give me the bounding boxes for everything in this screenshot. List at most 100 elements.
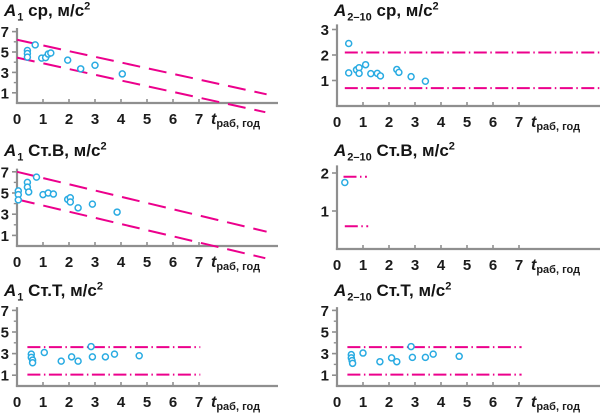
x-tick-label: 5 (143, 254, 151, 271)
x-tick-label: 0 (333, 394, 341, 411)
chart-title: A2–10 ср, м/с2 (334, 0, 439, 24)
x-axis-label: tраб, год (531, 394, 580, 413)
x-tick-label: 3 (91, 394, 99, 411)
data-point (421, 77, 430, 86)
x-tick-label: 3 (411, 394, 419, 411)
data-point (76, 65, 85, 73)
x-tick-label: 6 (489, 257, 497, 274)
x-tick-label: 2 (65, 254, 73, 271)
data-point (341, 178, 349, 187)
x-tick-label: 1 (359, 394, 367, 411)
limit-line (16, 56, 266, 114)
data-point (49, 190, 58, 198)
quantity-subscript: 1 (17, 291, 24, 304)
data-point (32, 173, 41, 181)
y-tick-label: 5 (321, 325, 329, 342)
data-point (74, 204, 82, 212)
units-superscript: 2 (432, 0, 439, 13)
y-tick-label: 5 (1, 45, 9, 62)
data-point (421, 353, 430, 362)
units-superscript: 2 (84, 0, 91, 13)
quantity-symbol: A (4, 281, 17, 300)
data-point (361, 60, 370, 69)
data-point (118, 70, 127, 78)
x-tick-label: 3 (411, 257, 419, 274)
x-tick-label: 4 (437, 114, 446, 131)
x-tick-label: 1 (359, 257, 367, 274)
data-point (40, 348, 49, 357)
quantity-subscript: 2–10 (347, 291, 372, 304)
x-tick-label: 7 (195, 111, 203, 128)
x-tick-label: 6 (169, 254, 177, 271)
data-point (88, 200, 97, 208)
chart-a1-stv: 0 1 2 3 4 5 6 7 1 3 5 7 tраб, год A1 Ст.В, м/с2 (0, 140, 300, 280)
data-point (91, 61, 99, 70)
x-tick-label: 1 (39, 394, 47, 411)
limit-line (16, 38, 267, 96)
x-tick-label: 4 (117, 394, 126, 411)
y-tick-label: 3 (321, 22, 329, 39)
data-point (367, 69, 375, 78)
data-point (344, 39, 353, 48)
x-tick-label: 4 (437, 394, 446, 411)
title-units: Ст.В, м/с (371, 141, 449, 160)
x-tick-label: 0 (333, 257, 341, 274)
units-superscript: 2 (96, 280, 103, 293)
data-point (359, 349, 367, 357)
data-point (387, 354, 396, 362)
data-point (344, 69, 353, 77)
quantity-symbol: A (4, 141, 17, 160)
chart-a1-stt: 0 1 2 3 4 5 6 7 1 3 5 7 tраб, год A1 Ст.Т, м/с2 (0, 280, 300, 414)
x-tick-label: 1 (39, 254, 47, 271)
x-tick-label: 6 (489, 114, 497, 131)
x-tick-label: 0 (13, 111, 21, 128)
data-point (455, 352, 463, 361)
chart-a1-avg: 0 1 2 3 4 5 6 7 1 3 5 7 tраб, год A1 ср, м/с2 (0, 0, 300, 140)
quantity-symbol: A (4, 1, 17, 20)
y-tick-label: 5 (1, 186, 9, 203)
data-point (31, 41, 39, 49)
x-tick-label: 5 (463, 257, 471, 274)
x-tick-label: 2 (65, 111, 73, 128)
y-tick-label: 5 (1, 325, 9, 342)
x-tick-label: 7 (195, 394, 203, 411)
units-superscript: 2 (100, 140, 107, 153)
data-point (376, 72, 385, 80)
units-superscript: 2 (445, 280, 452, 293)
chart-a2-10-stv-canvas: 0 1 2 3 4 5 6 7 1 2 tраб, год (321, 165, 600, 276)
y-tick-label: 7 (1, 24, 9, 41)
data-point (88, 353, 97, 361)
x-tick-label: 4 (437, 257, 446, 274)
quantity-symbol: A (334, 281, 347, 300)
y-tick-label: 3 (1, 346, 9, 363)
data-point (376, 357, 384, 366)
chart-title: A1 Ст.В, м/с2 (4, 140, 107, 163)
title-units: ср, м/с (23, 1, 85, 20)
x-tick-label: 7 (515, 114, 523, 131)
x-axis-label: tраб, год (211, 394, 260, 413)
y-tick-label: 1 (1, 228, 9, 245)
data-point (63, 56, 72, 64)
data-point (24, 188, 33, 196)
data-point (23, 53, 32, 61)
quantity-subscript: 2–10 (347, 11, 372, 24)
title-units: Ст.Т, м/с (371, 281, 446, 300)
y-tick-label: 3 (1, 207, 9, 224)
chart-a2-10-avg-canvas: 0 1 2 3 4 5 6 7 1 2 3 tраб, год (321, 22, 600, 133)
data-point (407, 72, 415, 81)
y-tick-label: 7 (1, 303, 9, 320)
data-point (14, 196, 23, 204)
title-units: Ст.В, м/с (23, 141, 101, 160)
y-tick-label: 1 (321, 368, 329, 385)
data-point (66, 198, 75, 206)
chart-title: A1 ср, м/с2 (4, 0, 91, 23)
data-point (393, 357, 401, 366)
y-tick-label: 1 (321, 73, 329, 90)
quantity-symbol: A (334, 141, 347, 160)
x-tick-label: 4 (117, 111, 126, 128)
data-point (57, 357, 65, 365)
limit-line (16, 198, 266, 260)
y-tick-label: 2 (321, 166, 329, 183)
